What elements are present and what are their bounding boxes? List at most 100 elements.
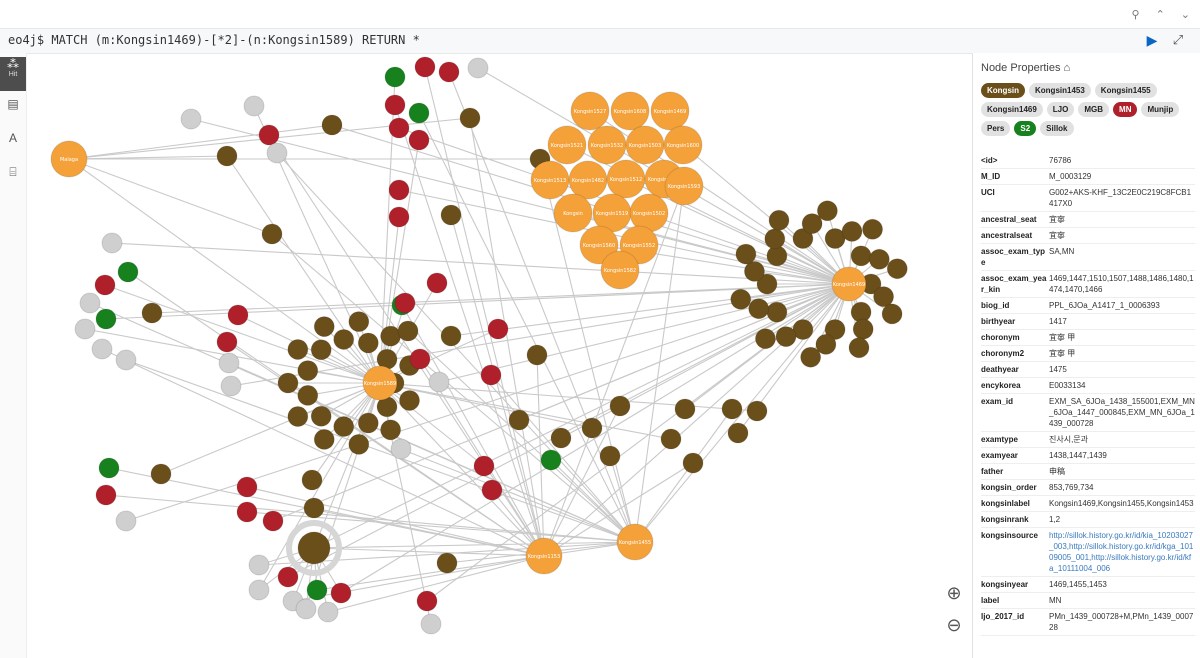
graph-node[interactable]	[301, 469, 323, 491]
kongsin-node[interactable]	[600, 250, 640, 290]
graph-node[interactable]	[380, 325, 402, 347]
graph-canvas[interactable]: Kongsin1527 Kongsin1608 Kongsin1469 Kongsin…	[27, 53, 972, 643]
graph-node[interactable]	[735, 243, 757, 265]
graph-node[interactable]	[287, 406, 309, 428]
collapse-down-icon[interactable]: ⌄	[1180, 9, 1190, 21]
graph-node[interactable]	[397, 320, 419, 342]
graph-node[interactable]	[428, 371, 450, 393]
graph-node[interactable]	[227, 304, 249, 326]
graph-node[interactable]	[550, 427, 572, 449]
kongsin-node[interactable]	[50, 140, 88, 178]
label-chip[interactable]: S2	[1014, 121, 1037, 136]
node-label[interactable]: Kongsin1532	[591, 143, 623, 149]
graph-node[interactable]	[220, 375, 242, 397]
graph-node[interactable]	[756, 273, 778, 295]
graph-node[interactable]	[850, 245, 872, 267]
label-chip[interactable]: MGB	[1078, 102, 1110, 117]
graph-node[interactable]	[873, 286, 895, 308]
graph-node[interactable]	[115, 510, 137, 532]
node-label[interactable]: Kongsin1558	[648, 177, 680, 183]
pin-icon[interactable]: ⚲	[1131, 9, 1140, 21]
kongsin-node[interactable]	[650, 91, 690, 131]
graph-node[interactable]	[287, 338, 309, 360]
graph-node[interactable]	[420, 613, 442, 635]
graph-node[interactable]	[438, 61, 460, 83]
graph-node[interactable]	[390, 438, 412, 460]
graph-node[interactable]	[508, 409, 530, 431]
graph-node[interactable]	[150, 463, 172, 485]
graph-node[interactable]	[660, 428, 682, 450]
graph-node[interactable]	[95, 484, 117, 506]
kongsin-node[interactable]	[610, 91, 650, 131]
run-query-button[interactable]: ▶	[1144, 32, 1160, 48]
graph-node[interactable]	[398, 389, 420, 411]
graph-node[interactable]	[609, 395, 631, 417]
property-link[interactable]: http://sillok.history.go.kr/id/kia_10203…	[1049, 531, 1194, 573]
node-label[interactable]: Kongsin1582	[604, 268, 636, 274]
graph-node[interactable]	[317, 601, 339, 623]
kongsin-node[interactable]	[568, 160, 608, 200]
graph-node[interactable]	[459, 107, 481, 129]
node-label[interactable]: Kongsin1552	[623, 243, 655, 249]
node-label[interactable]: Kongsin1482	[572, 178, 604, 184]
graph-node[interactable]	[408, 102, 430, 124]
graph-node[interactable]	[306, 579, 328, 601]
graph-node[interactable]	[262, 510, 284, 532]
graph-node[interactable]	[248, 554, 270, 576]
zoom-in-button[interactable]: ⊕	[941, 580, 967, 606]
node-label[interactable]: Kongsin1608	[614, 109, 646, 115]
node-label[interactable]: Kongsin1469	[654, 109, 686, 115]
kongsin-hub-node[interactable]	[831, 266, 867, 302]
graph-node[interactable]	[848, 337, 870, 359]
graph-node[interactable]	[416, 590, 438, 612]
graph-node[interactable]	[721, 398, 743, 420]
graph-node[interactable]	[388, 117, 410, 139]
graph-node[interactable]	[313, 428, 335, 450]
node-label[interactable]: Kongsin1153	[528, 554, 560, 560]
graph-node[interactable]	[258, 124, 280, 146]
graph-node[interactable]	[357, 332, 379, 354]
graph-node[interactable]	[216, 145, 238, 167]
node-label[interactable]: Kongsin1512	[610, 177, 642, 183]
node-label[interactable]: Kongsin1589	[364, 381, 396, 387]
graph-node[interactable]	[682, 452, 704, 474]
graph-node[interactable]	[388, 179, 410, 201]
graph-node[interactable]	[815, 333, 837, 355]
graph-node[interactable]	[868, 248, 890, 270]
graph-node[interactable]	[261, 223, 283, 245]
graph-node[interactable]	[74, 318, 96, 340]
graph-node[interactable]	[414, 56, 436, 78]
graph-node[interactable]	[117, 261, 139, 283]
graph-node[interactable]	[481, 479, 503, 501]
graph-node[interactable]	[236, 476, 258, 498]
graph-node[interactable]	[881, 303, 903, 325]
graph-node[interactable]	[277, 566, 299, 588]
kongsin-node[interactable]	[553, 193, 593, 233]
node-label[interactable]: Kongsin1502	[633, 211, 665, 217]
code-view-tab[interactable]: ⌸	[0, 165, 26, 193]
graph-node[interactable]	[384, 66, 406, 88]
kongsin-node[interactable]	[663, 125, 703, 165]
graph-node[interactable]	[824, 318, 846, 340]
graph-node[interactable]	[409, 348, 431, 370]
graph-node[interactable]	[440, 325, 462, 347]
label-chip[interactable]: Kongsin1453	[1029, 83, 1091, 98]
graph-node[interactable]	[94, 274, 116, 296]
graph-node[interactable]	[581, 417, 603, 439]
graph-node[interactable]	[218, 352, 240, 374]
graph-node[interactable]	[313, 316, 335, 338]
graph-node[interactable]	[348, 433, 370, 455]
graph-node[interactable]	[440, 204, 462, 226]
text-view-tab[interactable]: A	[0, 131, 26, 159]
graph-node[interactable]	[394, 292, 416, 314]
node-label[interactable]: Kongsin1519	[596, 211, 628, 217]
label-chip[interactable]: LJO	[1046, 102, 1075, 117]
node-label[interactable]: Kongsin1455	[619, 540, 651, 546]
node-label[interactable]: Kongsin1527	[574, 109, 606, 115]
zoom-out-button[interactable]: ⊖	[941, 612, 967, 638]
label-chip[interactable]: MN	[1113, 102, 1138, 117]
graph-node[interactable]	[243, 95, 265, 117]
graph-node[interactable]	[426, 272, 448, 294]
graph-node[interactable]	[95, 308, 117, 330]
graph-node[interactable]	[764, 228, 786, 250]
